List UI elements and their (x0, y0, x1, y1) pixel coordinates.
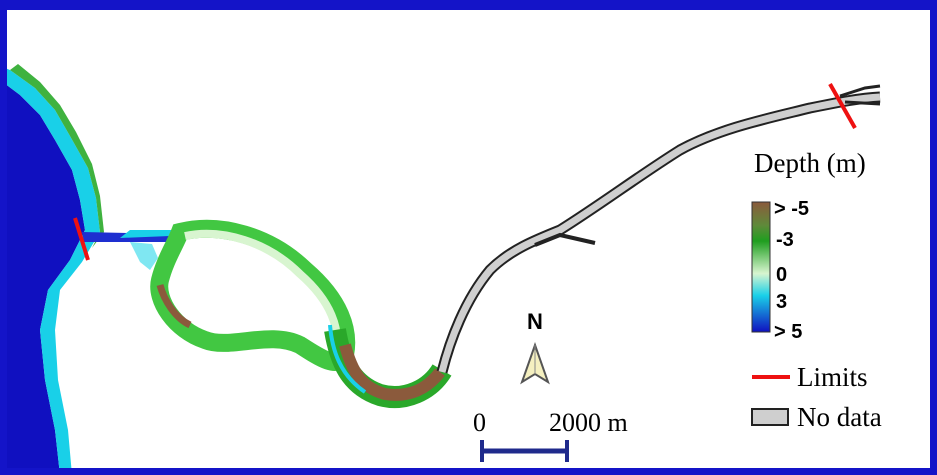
legend-title: Depth (m) (754, 148, 866, 178)
scale-end-label: 2000 m (549, 408, 628, 437)
side-creek (130, 242, 158, 270)
scale-bar (480, 440, 569, 462)
scale-start-label: 0 (473, 408, 486, 437)
legend-tick: 0 (776, 264, 788, 286)
meander-edge (328, 324, 367, 394)
limit-marker-west (73, 217, 90, 261)
legend-tick-top: > -5 (774, 198, 810, 220)
limit-marker-east (828, 83, 857, 129)
legend-limits-label: Limits (797, 362, 868, 392)
ocean-area (0, 0, 85, 475)
river-nodata (436, 91, 881, 374)
meander-shallow (339, 343, 445, 401)
lagoon-loop-inner (184, 229, 341, 351)
legend-nodata-swatch (751, 408, 789, 426)
legend-tick: -3 (776, 229, 794, 251)
legend-tick: 3 (776, 291, 788, 313)
legend-tick-bottom: > 5 (774, 321, 803, 343)
north-label: N (527, 309, 543, 334)
coastal-green-fringe (10, 64, 104, 248)
legend-color-bar (751, 201, 771, 333)
coastal-fringe (0, 66, 100, 475)
river-upper-branch (839, 84, 881, 106)
river-nodata-fill (438, 93, 881, 373)
lagoon-shoal (156, 283, 192, 329)
river-branch (534, 232, 596, 247)
legend-nodata-label: No data (797, 402, 882, 432)
